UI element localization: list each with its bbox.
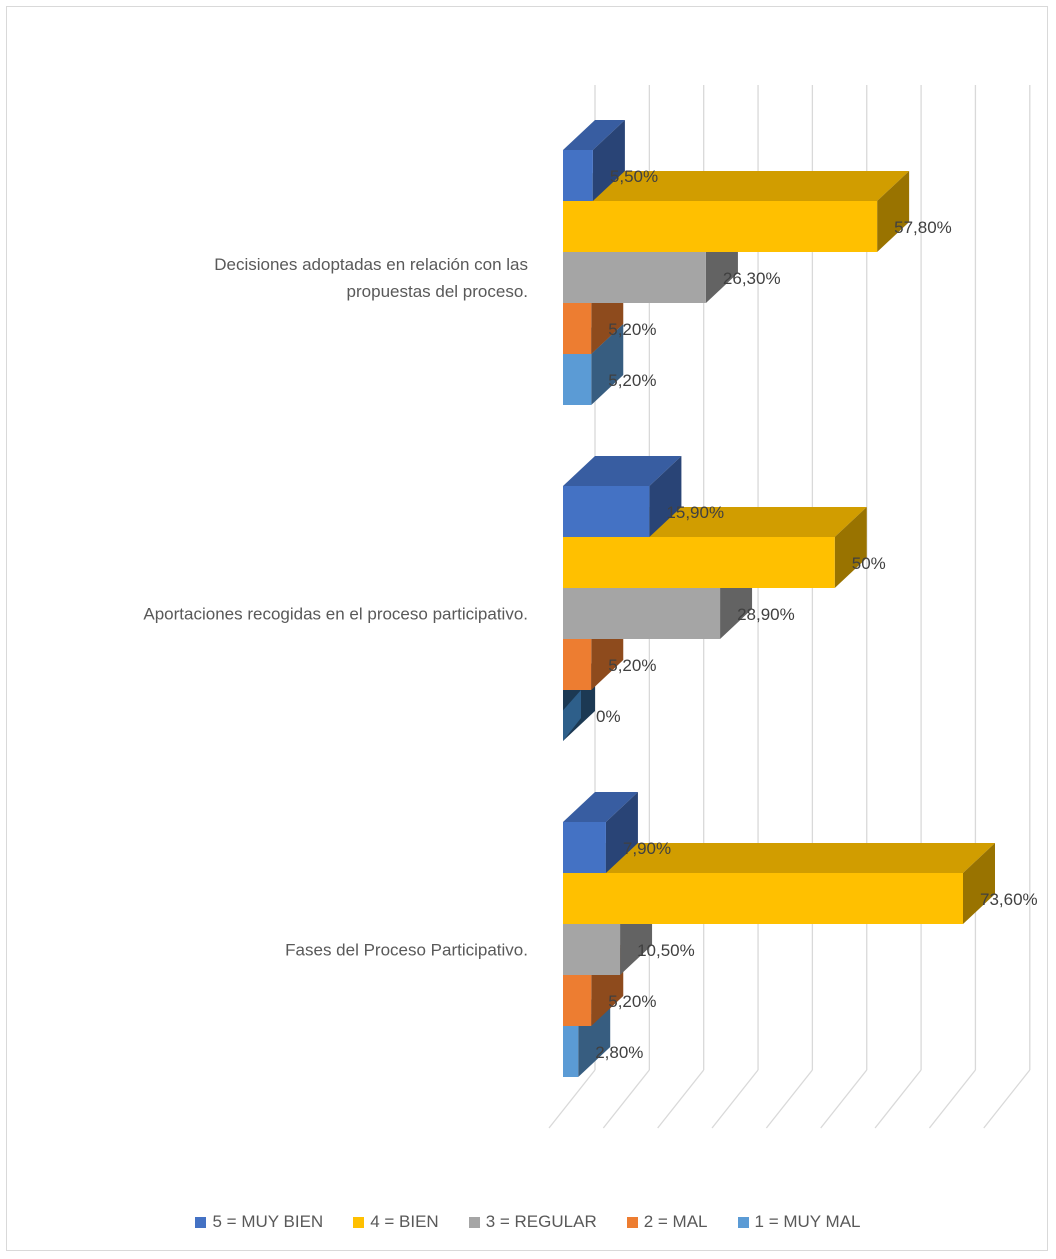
category-label: Aportaciones recogidas en el proceso par…	[143, 605, 528, 624]
bar	[563, 975, 592, 1026]
legend-label: 3 = REGULAR	[485, 1212, 597, 1231]
data-label: 2,80%	[595, 1043, 643, 1062]
gridline-floor	[820, 1069, 868, 1129]
chart-legend: 5 = MUY BIEN 4 = BIEN 3 = REGULAR 2 = MAL 1 …	[0, 1212, 1056, 1232]
bar-top	[563, 171, 910, 201]
bar-side	[649, 456, 682, 537]
category-label: Fases del Proceso Participativo.	[285, 941, 528, 960]
legend-label: 4 = BIEN	[370, 1212, 439, 1231]
data-label: 5,20%	[608, 992, 656, 1011]
category-label: Decisiones adoptadas en relación con las…	[214, 255, 528, 301]
gridline-floor	[983, 1069, 1031, 1129]
bar-top	[563, 456, 682, 486]
data-label: 5,20%	[608, 656, 656, 675]
bar	[563, 639, 592, 690]
data-label: 10,50%	[637, 941, 695, 960]
bar	[563, 924, 621, 975]
legend-swatch	[353, 1216, 365, 1228]
bar-side	[834, 507, 867, 588]
data-label: 5,20%	[608, 320, 656, 339]
data-label: 5,50%	[610, 167, 658, 186]
data-label: 28,90%	[737, 605, 795, 624]
gridline-floor	[765, 1069, 813, 1129]
bar	[563, 252, 706, 303]
legend-item: 3 = REGULAR	[468, 1212, 597, 1232]
legend-label: 2 = MAL	[643, 1212, 708, 1231]
bar	[563, 537, 835, 588]
bar	[563, 822, 606, 873]
data-label: 15,90%	[666, 503, 724, 522]
gridline-floor	[874, 1069, 922, 1129]
legend-item: 4 = BIEN	[353, 1212, 439, 1232]
bar	[563, 588, 721, 639]
legend-label: 1 = MUY MAL	[754, 1212, 861, 1231]
bar-side	[578, 996, 611, 1077]
chart-frame	[6, 6, 1048, 1251]
bar	[563, 873, 963, 924]
bar	[563, 354, 592, 405]
bar-side	[592, 120, 625, 201]
gridline-floor	[602, 1069, 650, 1129]
gridline-floor	[711, 1069, 759, 1129]
bar-side	[591, 324, 624, 405]
gridline-floor	[548, 1069, 596, 1129]
bar-side	[605, 792, 638, 873]
legend-swatch	[195, 1216, 207, 1228]
data-label: 26,30%	[723, 269, 781, 288]
bar	[563, 150, 593, 201]
data-label: 0%	[596, 707, 621, 726]
data-label: 5,20%	[608, 371, 656, 390]
bar	[563, 201, 878, 252]
legend-swatch	[468, 1216, 480, 1228]
gridline-floor	[928, 1069, 976, 1129]
bar-top	[563, 843, 995, 873]
bar-side	[963, 843, 995, 924]
bar-zero-sliver	[563, 690, 581, 741]
bar-top	[563, 120, 625, 150]
legend-item: 5 = MUY BIEN	[195, 1212, 323, 1232]
bar	[563, 1026, 579, 1077]
bar-side	[877, 171, 910, 252]
gridline-floor	[657, 1069, 705, 1129]
data-label: 73,60%	[980, 890, 1038, 909]
legend-item: 2 = MAL	[626, 1212, 708, 1232]
legend-label: 5 = MUY BIEN	[212, 1212, 324, 1231]
legend-item: 1 = MUY MAL	[737, 1212, 861, 1232]
bar	[563, 486, 650, 537]
bar-top	[563, 792, 638, 822]
data-label: 50%	[852, 554, 886, 573]
bar	[563, 303, 592, 354]
bars	[563, 120, 995, 1077]
data-label: 57,80%	[894, 218, 952, 237]
legend-swatch	[737, 1216, 749, 1228]
legend-swatch	[626, 1216, 638, 1228]
data-label: 7,90%	[623, 839, 671, 858]
